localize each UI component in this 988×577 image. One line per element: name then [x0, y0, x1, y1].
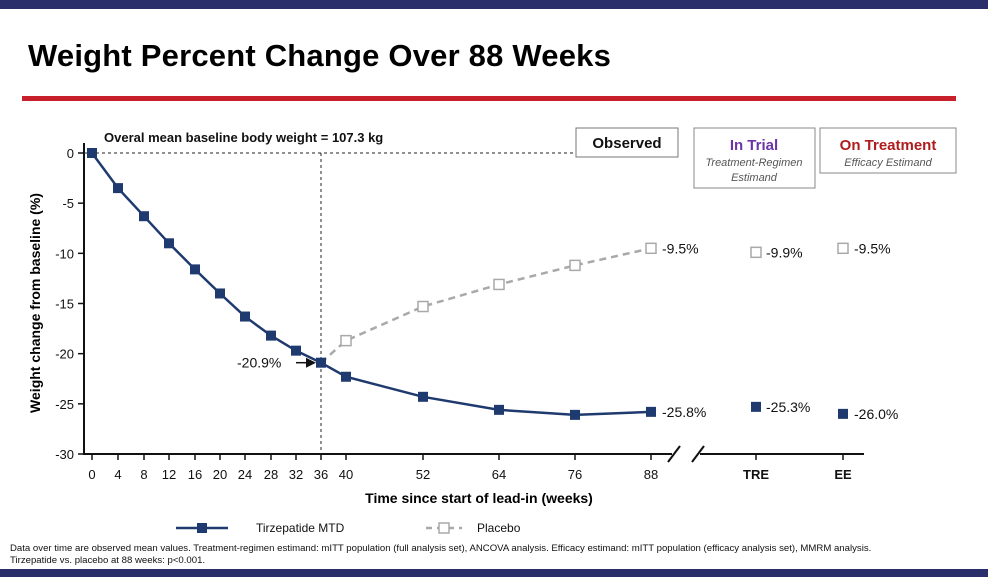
tirzepatide-marker: [190, 264, 200, 275]
tirzepatide-marker: [291, 345, 301, 356]
placebo-marker: [417, 300, 429, 313]
x-tick-label: 16: [188, 467, 202, 482]
tirzepatide-marker-tre: [751, 401, 761, 412]
tirzepatide-marker: [570, 409, 580, 420]
tirzepatide-tre-label: -25.3%: [766, 399, 810, 415]
legend-placebo-label: Placebo: [477, 521, 521, 535]
tirzepatide-marker: [646, 406, 656, 417]
placebo-marker: [493, 278, 505, 291]
randomization-arrow-head: [306, 357, 316, 368]
y-axis-title: Weight change from baseline (%): [27, 193, 43, 413]
x-tick-label: 8: [140, 467, 147, 482]
placebo-marker: [569, 259, 581, 272]
x-tick-label: 88: [644, 467, 658, 482]
tirzepatide-marker: [316, 357, 326, 368]
footnote-line-1: Data over time are observed mean values.…: [10, 543, 872, 554]
y-tick-label: -20: [55, 347, 74, 362]
placebo-tre-label: -9.9%: [766, 244, 803, 260]
tirzepatide-marker: [139, 211, 149, 222]
tirzepatide-ee-label: -26.0%: [854, 406, 898, 422]
placebo-marker: [645, 242, 657, 255]
in-trial-box-title: In Trial: [730, 137, 778, 154]
x-tick-label: 0: [88, 467, 95, 482]
placebo-ee-label: -9.5%: [854, 240, 891, 256]
x-tick-label: 64: [492, 467, 506, 482]
in-trial-box-subtitle-2: Estimand: [731, 172, 778, 184]
in-trial-box-subtitle-1: Treatment-Regimen: [706, 157, 803, 169]
y-tick-label: -30: [55, 447, 74, 462]
tirzepatide-marker: [418, 391, 428, 402]
tirzepatide-marker: [266, 330, 276, 341]
y-tick-label: -15: [55, 297, 74, 312]
y-tick-label: -10: [55, 246, 74, 261]
on-treatment-box-title: On Treatment: [840, 137, 937, 154]
observed-box: [575, 127, 679, 158]
footnote-line-2: Tirzepatide vs. placebo at 88 weeks: p<0…: [10, 555, 206, 566]
tirzepatide-88wk-label: -25.8%: [662, 404, 706, 420]
placebo-marker: [340, 334, 352, 347]
y-tick-label: -5: [62, 196, 74, 211]
legend-placebo-marker: [438, 522, 450, 534]
x-tick-label: 32: [289, 467, 303, 482]
page-title: Weight Percent Change Over 88 Weeks: [28, 38, 612, 73]
observed-box-title: Observed: [592, 135, 661, 152]
x-tick-label: 36: [314, 467, 328, 482]
title-underline: [22, 96, 956, 101]
top-frame-bar: [0, 0, 988, 9]
footnote: Data over time are observed mean values.…: [10, 543, 970, 567]
placebo-marker-ee: [837, 242, 849, 255]
tirzepatide-marker: [240, 311, 250, 322]
on-treatment-box: [819, 127, 957, 174]
x-tick-label: 20: [213, 467, 227, 482]
placebo-series-line: [320, 247, 652, 364]
y-tick-label: -25: [55, 397, 74, 412]
tirzepatide-marker: [87, 148, 97, 158]
in-trial-box: [693, 127, 816, 189]
tirzepatide-marker: [494, 404, 504, 415]
x-tick-label: 12: [162, 467, 176, 482]
legend-tirzepatide-marker: [197, 523, 207, 533]
x-tick-label: 4: [114, 467, 121, 482]
legend-tirzepatide-label: Tirzepatide MTD: [256, 521, 345, 535]
x-tick-label: 24: [238, 467, 252, 482]
y-tick-label: 0: [67, 146, 74, 161]
on-treatment-box-subtitle: Efficacy Estimand: [844, 157, 932, 169]
x-tick-label: 28: [264, 467, 278, 482]
axis-break-mark: [691, 445, 705, 463]
tirzepatide-marker: [164, 238, 174, 249]
placebo-marker-tre: [750, 246, 762, 259]
x-tick-label: 40: [339, 467, 353, 482]
placebo-88wk-label: -9.5%: [662, 240, 699, 256]
tirzepatide-series-line: [90, 152, 652, 417]
baseline-weight-annotation: Overal mean baseline body weight = 107.3…: [104, 130, 383, 145]
axis-break-mark: [667, 445, 681, 463]
x-category-label-ee: EE: [834, 467, 852, 482]
x-tick-label: 76: [568, 467, 582, 482]
bottom-frame-bar: [0, 569, 988, 577]
x-axis-title: Time since start of lead-in (weeks): [365, 490, 593, 506]
x-tick-label: 52: [416, 467, 430, 482]
tirzepatide-marker: [215, 288, 225, 299]
randomization-value-label: -20.9%: [237, 355, 281, 371]
x-category-label-tre: TRE: [743, 467, 769, 482]
tirzepatide-marker: [341, 371, 351, 382]
tirzepatide-marker-ee: [838, 408, 848, 419]
tirzepatide-marker: [113, 183, 123, 194]
